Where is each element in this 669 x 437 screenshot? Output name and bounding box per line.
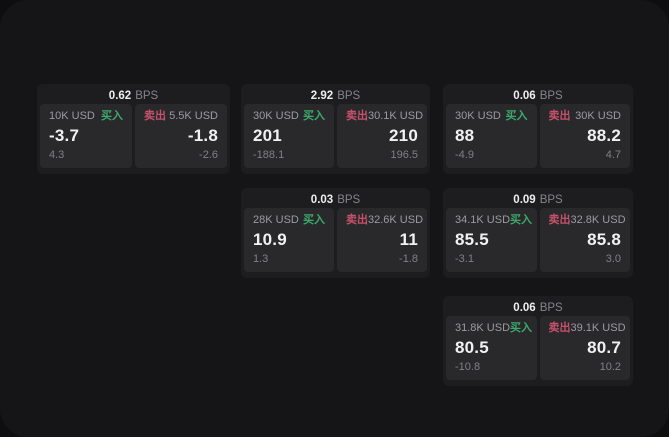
buy-sub-value: -188.1	[253, 149, 285, 161]
sell-price: -1.8	[187, 125, 218, 145]
bps-header: 0.09 BPS	[446, 191, 630, 208]
buy-amount-label: 30K USD	[253, 110, 299, 122]
sell-panel[interactable]: 卖出 39.1K USD 80.7 10.2	[539, 316, 630, 380]
buy-side-label: 买入	[303, 214, 325, 226]
sell-sub-value: -1.8	[399, 253, 418, 265]
bps-header: 0.03 BPS	[244, 191, 427, 208]
buy-amount-label: 34.1K USD	[455, 214, 511, 226]
quote-card: 0.09 BPS 34.1K USD 买入 85.5 -3.1 卖出 32.8K…	[443, 188, 633, 278]
bps-value: 0.62	[108, 89, 132, 102]
sell-panel[interactable]: 卖出 5.5K USD -1.8 -2.6	[135, 104, 227, 168]
bps-unit-label: BPS	[337, 193, 361, 206]
quote-card: 0.62 BPS 10K USD 买入 -3.7 4.3 卖出 5.5K USD…	[37, 84, 230, 174]
bps-value: 0.09	[513, 193, 536, 206]
bps-value: 0.06	[513, 89, 536, 102]
sell-amount-label: 39.1K USD	[570, 322, 626, 334]
buy-panel[interactable]: 30K USD 买入 88 -4.9	[446, 104, 537, 168]
sell-panel[interactable]: 卖出 30.1K USD 210 196.5	[337, 104, 427, 168]
sell-sub-value: 4.7	[605, 149, 621, 161]
sell-panel[interactable]: 卖出 30K USD 88.2 4.7	[539, 104, 630, 168]
buy-side-label: 买入	[505, 110, 528, 122]
sell-price: 210	[389, 125, 418, 145]
buy-sub-value: 1.3	[253, 253, 269, 265]
buy-side-label: 买入	[101, 110, 123, 122]
buy-panel[interactable]: 31.8K USD 买入 80.5 -10.8	[446, 316, 537, 380]
buy-sub-value: 4.3	[49, 149, 65, 161]
sell-sub-value: 196.5	[390, 149, 418, 161]
sell-side-label: 卖出	[548, 110, 571, 122]
buy-price: 85.5	[455, 229, 489, 249]
quote-card: 0.06 BPS 30K USD 买入 88 -4.9 卖出 30K USD 8…	[443, 84, 633, 174]
buy-amount-label: 10K USD	[49, 110, 95, 122]
sell-amount-label: 32.6K USD	[368, 214, 424, 226]
buy-panel[interactable]: 28K USD 买入 10.9 1.3	[244, 208, 334, 272]
sell-price: 88.2	[587, 125, 621, 145]
quote-card: 2.92 BPS 30K USD 买入 201 -188.1 卖出 30.1K …	[241, 84, 430, 174]
buy-side-label: 买入	[510, 214, 533, 226]
buy-price: 201	[253, 125, 282, 145]
buy-sub-value: -3.1	[455, 253, 474, 265]
sell-amount-label: 32.8K USD	[570, 214, 626, 226]
buy-panel[interactable]: 34.1K USD 买入 85.5 -3.1	[446, 208, 537, 272]
buy-price: -3.7	[49, 125, 80, 145]
bps-header: 0.06 BPS	[446, 87, 630, 104]
sell-price: 85.8	[587, 229, 621, 249]
sell-side-label: 卖出	[548, 214, 571, 226]
sell-price: 11	[399, 229, 418, 249]
bps-value: 2.92	[310, 89, 334, 102]
bps-unit-label: BPS	[539, 89, 563, 102]
buy-side-label: 买入	[510, 322, 533, 334]
bps-unit-label: BPS	[337, 89, 361, 102]
bps-value: 0.06	[513, 301, 536, 314]
sell-amount-label: 30.1K USD	[368, 110, 424, 122]
buy-price: 80.5	[455, 337, 489, 357]
bps-unit-label: BPS	[539, 301, 563, 314]
bps-unit-label: BPS	[135, 89, 159, 102]
sell-sub-value: 10.2	[599, 361, 621, 373]
sell-sub-value: 3.0	[605, 253, 621, 265]
bps-unit-label: BPS	[539, 193, 563, 206]
sell-side-label: 卖出	[548, 322, 571, 334]
buy-amount-label: 28K USD	[253, 214, 299, 226]
quote-card: 0.06 BPS 31.8K USD 买入 80.5 -10.8 卖出 39.1…	[443, 296, 633, 386]
buy-price: 88	[455, 125, 475, 145]
buy-panel[interactable]: 30K USD 买入 201 -188.1	[244, 104, 334, 168]
bps-header: 0.62 BPS	[40, 87, 227, 104]
sell-panel[interactable]: 卖出 32.8K USD 85.8 3.0	[539, 208, 630, 272]
sell-panel[interactable]: 卖出 32.6K USD 11 -1.8	[337, 208, 427, 272]
buy-sub-value: -10.8	[455, 361, 481, 373]
sell-sub-value: -2.6	[199, 149, 218, 161]
buy-panel[interactable]: 10K USD 买入 -3.7 4.3	[40, 104, 132, 168]
buy-price: 10.9	[253, 229, 287, 249]
sell-side-label: 卖出	[346, 214, 368, 226]
sell-amount-label: 30K USD	[575, 110, 621, 122]
buy-side-label: 买入	[303, 110, 325, 122]
buy-amount-label: 30K USD	[455, 110, 501, 122]
bps-header: 0.06 BPS	[446, 299, 630, 316]
buy-amount-label: 31.8K USD	[455, 322, 511, 334]
bps-header: 2.92 BPS	[244, 87, 427, 104]
buy-sub-value: -4.9	[455, 149, 474, 161]
sell-side-label: 卖出	[144, 110, 166, 122]
sell-side-label: 卖出	[346, 110, 368, 122]
bps-value: 0.03	[310, 193, 334, 206]
quote-card: 0.03 BPS 28K USD 买入 10.9 1.3 卖出 32.6K US…	[241, 188, 430, 278]
sell-price: 80.7	[587, 337, 621, 357]
sell-amount-label: 5.5K USD	[169, 110, 218, 122]
